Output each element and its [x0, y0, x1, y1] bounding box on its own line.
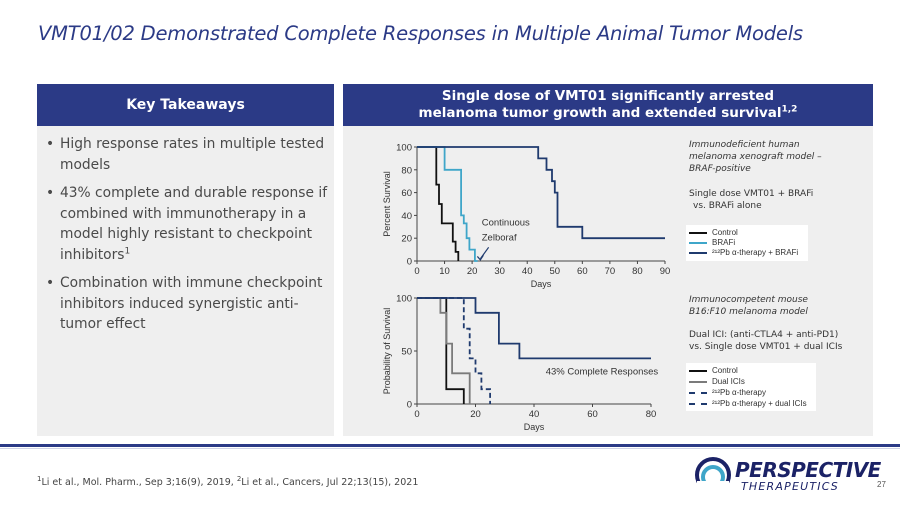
annotation-zelboraf: Zelboraf [482, 232, 517, 243]
x-tick-label: 20 [467, 266, 478, 277]
header-refs: 1,2 [781, 104, 798, 115]
x-tick-label: 70 [605, 266, 616, 277]
references: 1Li et al., Mol. Pharm., Sep 3;16(9), 20… [37, 475, 419, 489]
x-tick-label: 20 [470, 409, 481, 420]
series-line-1 [417, 146, 478, 262]
x-tick-label: 50 [549, 266, 560, 277]
x-tick-label: 40 [522, 266, 533, 277]
y-tick-label: 0 [407, 257, 412, 268]
series-line-0 [417, 297, 465, 404]
x-tick-label: 80 [632, 266, 643, 277]
y-axis-label: Percent Survival [382, 171, 392, 237]
x-tick-label: 90 [660, 266, 671, 277]
x-tick-label: 0 [414, 409, 419, 420]
survival-chart-xenograft: 0 10 20 30 40 50 60 70 80 90 0 20 40 60 80 100 Days Perce… [382, 143, 671, 290]
legend-swatch [689, 370, 707, 372]
results-header-line2: melanoma tumor growth and extended survi… [418, 105, 782, 121]
key-takeaways-header: Key Takeaways [37, 84, 334, 126]
takeaways-list: High response rates in multiple tested m… [46, 134, 336, 343]
y-tick-label: 20 [401, 234, 412, 245]
xenograft-model-note: Immunodeficient human melanoma xenograft… [689, 140, 822, 174]
b16-treatment-note: Dual ICI: (anti-CTLA4 + anti-PD1) vs. Si… [689, 330, 843, 352]
xenograft-treatment-note: Single dose VMT01 + BRAFi vs. BRAFi alon… [689, 189, 814, 211]
survival-chart-b16: 0 20 40 60 80 0 50 100 Days Probability of Surviv… [382, 294, 659, 433]
series-line-2 [417, 146, 665, 240]
b16-legend [686, 363, 816, 411]
annotation-arrowhead [476, 254, 484, 261]
x-tick-label: 60 [577, 266, 588, 277]
series-line-1 [417, 297, 471, 404]
y-tick-label: 50 [401, 347, 412, 358]
y-tick-label: 100 [396, 294, 412, 305]
annotation-continuous: Continuous [482, 218, 530, 229]
legend-swatch [689, 392, 707, 394]
x-tick-label: 10 [439, 266, 450, 277]
x-tick-label: 0 [414, 266, 419, 277]
slide-title: VMT01/02 Demonstrated Complete Responses… [38, 22, 803, 45]
footer-divider-light [0, 448, 900, 449]
footer-divider [0, 444, 900, 447]
x-axis-label: Days [524, 422, 545, 432]
takeaway-bullet: High response rates in multiple tested m… [46, 134, 336, 175]
b16-model-note: Immunocompetent mouse B16:F10 melanoma m… [689, 295, 808, 317]
x-tick-label: 60 [587, 409, 598, 420]
logo-wordmark: PERSPECTIVE [735, 458, 881, 482]
x-tick-label: 80 [646, 409, 657, 420]
x-tick-label: 40 [529, 409, 540, 420]
series-line-3 [417, 297, 651, 360]
legend-swatch [689, 242, 707, 244]
results-header: Single dose of VMT01 significantly arres… [343, 84, 873, 126]
y-tick-label: 80 [401, 165, 412, 176]
series-line-0 [417, 146, 460, 261]
legend-swatch [689, 403, 707, 405]
logo-subtitle: THERAPEUTICS [741, 480, 839, 493]
takeaway-bullet: Combination with immune checkpoint inhib… [46, 273, 336, 335]
legend-swatch [689, 381, 707, 383]
y-tick-label: 40 [401, 211, 412, 222]
y-axis-label: Probability of Survival [382, 308, 392, 395]
footnote-ref: 1 [124, 245, 131, 256]
x-axis-label: Days [531, 279, 552, 289]
page-number: 27 [877, 480, 886, 489]
y-tick-label: 100 [396, 143, 412, 154]
y-tick-label: 60 [401, 188, 412, 199]
legend-swatch [689, 252, 707, 254]
series-line-2 [417, 297, 491, 404]
x-tick-label: 30 [494, 266, 505, 277]
key-takeaways-title: Key Takeaways [126, 97, 245, 113]
company-logo-icon [695, 457, 731, 495]
annotation-complete-responses: 43% Complete Responses [546, 366, 659, 377]
results-header-line1: Single dose of VMT01 significantly arres… [441, 88, 775, 104]
legend-swatch [689, 232, 707, 234]
takeaway-bullet: 43% complete and durable response if com… [46, 183, 336, 265]
y-tick-label: 0 [407, 400, 412, 411]
